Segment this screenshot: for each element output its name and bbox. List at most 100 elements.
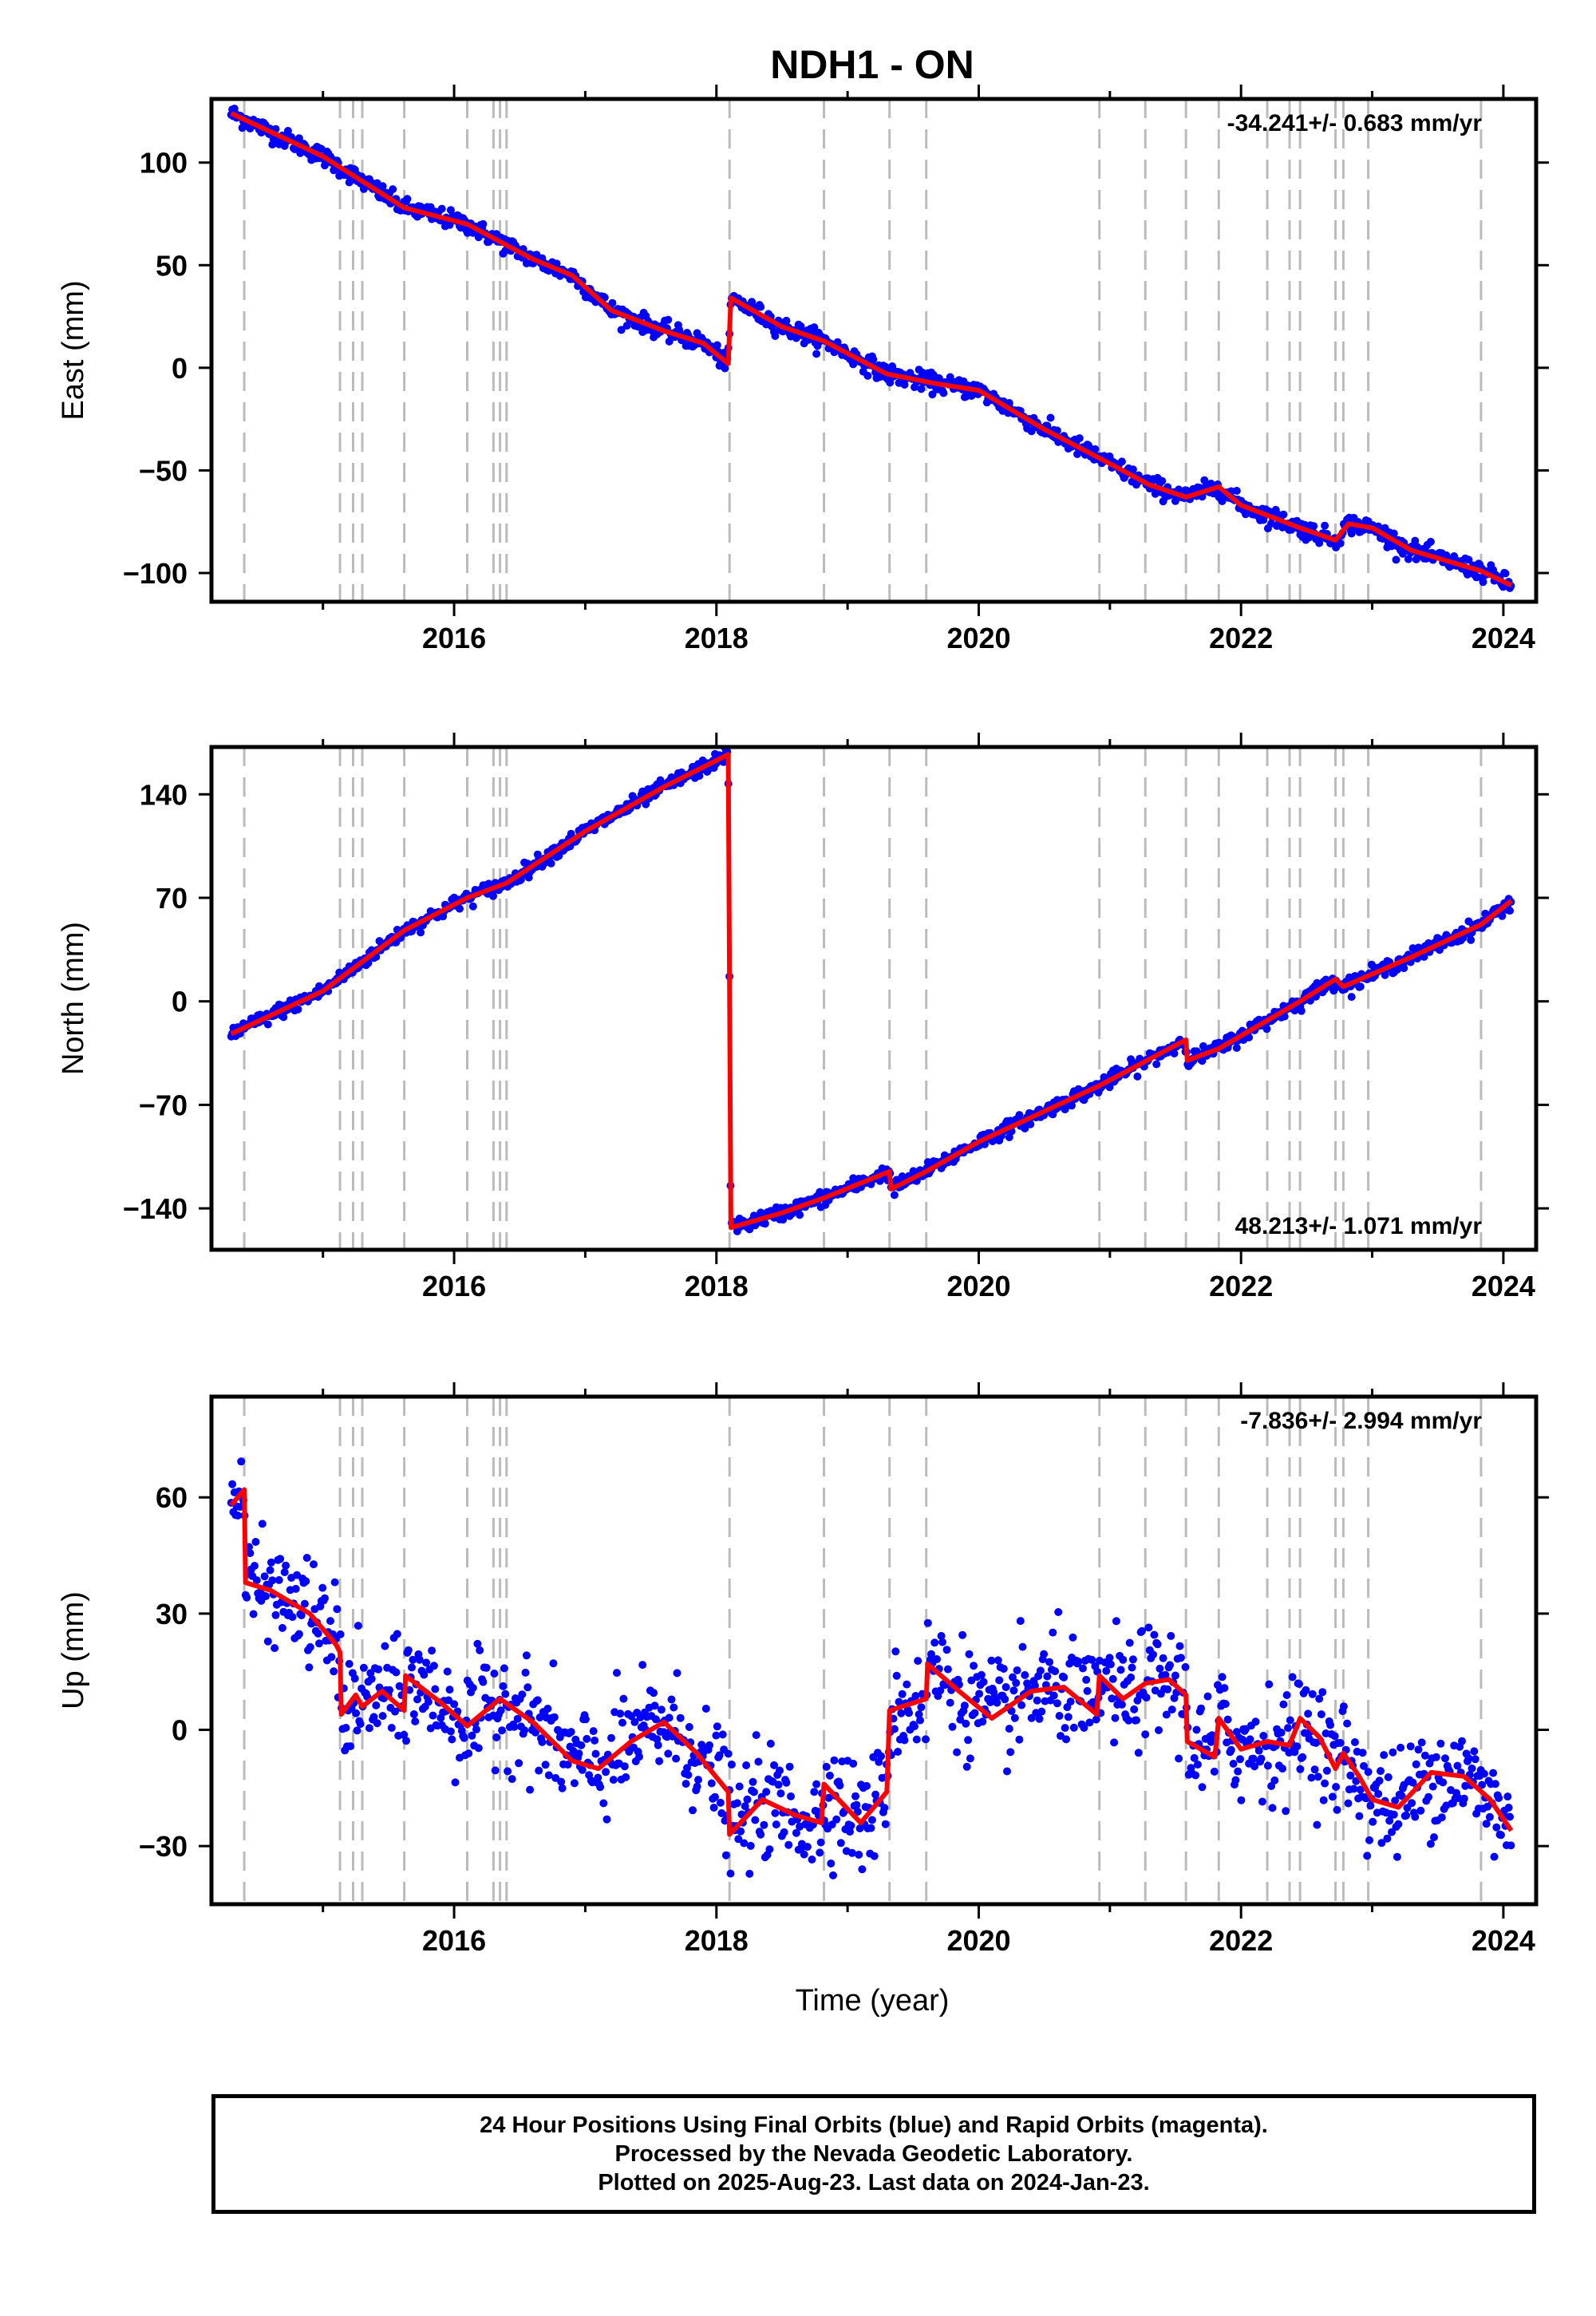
- data-point: [498, 1726, 507, 1735]
- data-point: [1439, 1778, 1448, 1787]
- data-point: [1485, 1812, 1494, 1821]
- data-point: [1404, 555, 1412, 563]
- data-point: [526, 1785, 535, 1794]
- data-point: [1082, 1675, 1091, 1684]
- data-point: [1383, 1834, 1392, 1843]
- data-point: [772, 1820, 780, 1829]
- data-point: [905, 1709, 913, 1717]
- data-point: [672, 1754, 681, 1763]
- plot-frame: [209, 745, 1539, 1252]
- data-point: [936, 1686, 945, 1695]
- data-point: [450, 1700, 459, 1709]
- data-point: [999, 1665, 1008, 1673]
- data-point: [591, 1749, 600, 1758]
- data-point: [420, 1670, 429, 1679]
- data-point: [922, 1735, 930, 1744]
- x-axis-label: Time (year): [796, 1984, 950, 2018]
- data-point: [825, 1771, 834, 1780]
- data-point: [1083, 1686, 1092, 1695]
- data-point: [1045, 1658, 1054, 1666]
- data-point: [785, 1762, 794, 1771]
- data-point: [741, 1802, 749, 1811]
- data-point: [533, 1696, 542, 1705]
- data-point: [431, 1685, 440, 1694]
- data-point: [1365, 1836, 1373, 1844]
- rate-label: -34.241+/- 0.683 mm/yr: [1227, 110, 1483, 136]
- data-point: [1507, 1841, 1515, 1850]
- data-point: [796, 1211, 804, 1219]
- data-point: [962, 1762, 971, 1771]
- data-point: [1234, 1767, 1242, 1776]
- data-points: [227, 1457, 1515, 1879]
- data-point: [1479, 578, 1487, 587]
- x-tick-label: 2020: [946, 622, 1010, 654]
- data-point: [622, 1773, 630, 1781]
- data-point: [734, 1835, 743, 1844]
- data-point: [1349, 1784, 1358, 1793]
- data-point: [1085, 1718, 1094, 1727]
- data-point: [933, 1655, 941, 1663]
- data-point: [1393, 966, 1401, 974]
- data-point: [651, 1715, 660, 1724]
- data-point: [1346, 1771, 1355, 1780]
- data-point: [897, 1709, 906, 1717]
- data-point: [1411, 536, 1420, 545]
- data-point: [1155, 1726, 1163, 1734]
- data-point: [746, 1841, 755, 1850]
- data-point: [726, 1869, 735, 1878]
- data-point: [392, 1668, 401, 1677]
- data-point: [1203, 1692, 1212, 1701]
- data-point: [294, 1630, 303, 1638]
- rate-label: -7.836+/- 2.994 mm/yr: [1240, 1408, 1482, 1434]
- data-point: [1347, 993, 1356, 1002]
- data-point: [1426, 1840, 1435, 1848]
- data-point: [1062, 1735, 1070, 1744]
- data-point: [616, 1709, 625, 1718]
- data-point: [1358, 1749, 1367, 1757]
- data-point: [271, 1644, 279, 1653]
- data-point: [1467, 935, 1476, 944]
- data-point: [846, 1828, 854, 1836]
- data-point: [914, 1657, 922, 1666]
- data-point: [1430, 1833, 1438, 1842]
- data-point: [409, 1655, 417, 1664]
- data-point: [1035, 1714, 1044, 1723]
- data-point: [541, 1761, 550, 1769]
- data-point: [1016, 1617, 1025, 1626]
- data-point: [1471, 1755, 1479, 1764]
- data-point: [294, 1005, 302, 1014]
- data-point: [1411, 1812, 1420, 1821]
- data-point: [1018, 1642, 1027, 1651]
- data-point: [1138, 1626, 1146, 1635]
- data-point: [693, 1782, 701, 1791]
- data-point: [894, 1748, 903, 1756]
- data-point: [263, 1637, 272, 1646]
- y-tick-label: 100: [140, 147, 188, 180]
- data-point: [1221, 1700, 1230, 1709]
- data-point: [429, 1711, 437, 1720]
- data-point: [305, 1663, 314, 1672]
- data-point: [942, 1646, 951, 1654]
- x-tick-label: 2022: [1209, 622, 1273, 654]
- data-point: [1504, 1804, 1513, 1812]
- data-point: [1277, 1729, 1286, 1737]
- data-point: [321, 1594, 329, 1603]
- data-point: [847, 1821, 855, 1830]
- data-point: [993, 1698, 1001, 1707]
- data-point: [381, 1642, 389, 1650]
- data-point: [599, 1799, 608, 1808]
- data-point: [563, 1761, 572, 1769]
- data-point: [810, 323, 819, 332]
- data-point: [1175, 1754, 1183, 1763]
- data-point: [782, 316, 791, 325]
- data-point: [718, 1730, 727, 1739]
- data-point: [1478, 1780, 1487, 1789]
- data-point: [359, 1663, 368, 1672]
- data-point: [415, 1655, 424, 1664]
- data-point: [776, 1789, 785, 1798]
- data-point: [268, 1576, 277, 1585]
- data-point: [1432, 1753, 1440, 1761]
- data-point: [855, 1851, 863, 1859]
- data-point: [1424, 1792, 1433, 1801]
